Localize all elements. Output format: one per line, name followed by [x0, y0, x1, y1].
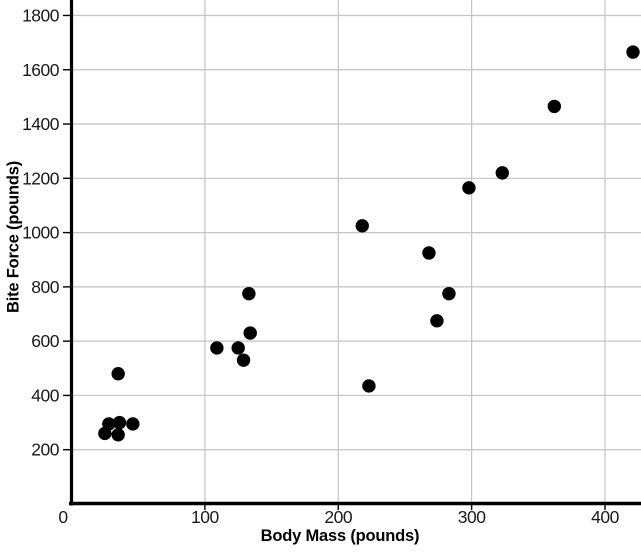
x-tick-label: 300 [458, 507, 486, 527]
y-tick-label: 200 [31, 440, 59, 460]
data-point [462, 181, 476, 195]
y-tick-label: 400 [31, 385, 59, 405]
data-point [111, 367, 125, 381]
data-point [442, 286, 456, 301]
data-point [112, 415, 127, 430]
x-tick-label: 100 [191, 507, 219, 527]
x-axis-title: Body Mass (pounds) [260, 527, 420, 545]
data-point [242, 286, 256, 301]
data-point [111, 428, 125, 442]
data-point [355, 219, 369, 233]
data-point [362, 379, 376, 393]
data-point [547, 99, 562, 114]
x-tick-label: 400 [591, 507, 619, 527]
data-point [102, 417, 116, 431]
data-point [243, 326, 257, 340]
data-point [231, 341, 245, 355]
data-point [626, 45, 640, 59]
x-tick-label: 0 [58, 507, 68, 527]
x-tick-label: 200 [324, 507, 352, 527]
y-tick-label: 800 [31, 277, 59, 297]
data-point [126, 417, 140, 431]
y-tick-label: 600 [31, 331, 59, 351]
data-point [430, 314, 444, 328]
y-tick-label: 1000 [22, 223, 60, 243]
data-point [210, 341, 224, 355]
data-point [236, 353, 251, 367]
y-axis-title: Bite Force (pounds) [4, 160, 23, 314]
y-tick-label: 1600 [22, 60, 60, 80]
y-tick-label: 1400 [22, 114, 60, 134]
data-point [422, 246, 436, 260]
y-tick-label: 1800 [22, 5, 60, 25]
data-point [495, 166, 509, 180]
y-tick-label: 1200 [22, 168, 60, 188]
